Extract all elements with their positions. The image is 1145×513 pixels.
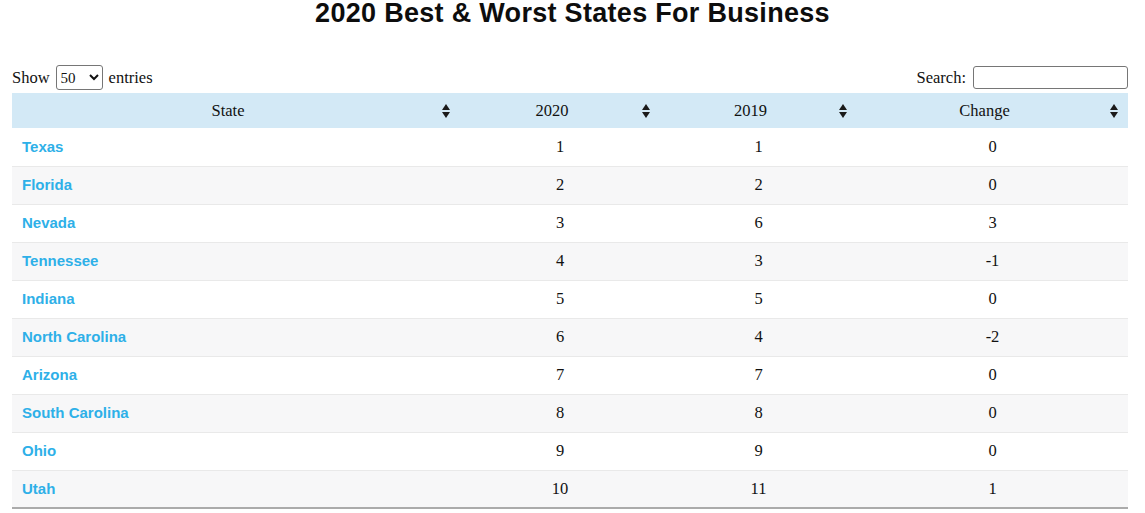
cell-state: Arizona: [12, 356, 460, 394]
cell-2019: 3: [660, 242, 857, 280]
table-row: Ohio 9 9 0: [12, 432, 1128, 470]
cell-state: Nevada: [12, 204, 460, 242]
state-link[interactable]: Texas: [22, 138, 63, 155]
cell-state: North Carolina: [12, 318, 460, 356]
page: 2020 Best & Worst States For Business Sh…: [0, 0, 1145, 509]
cell-state: Ohio: [12, 432, 460, 470]
state-link[interactable]: Florida: [22, 176, 72, 193]
cell-2020: 5: [460, 280, 660, 318]
show-label: Show: [12, 68, 50, 88]
page-title: 2020 Best & Worst States For Business: [0, 0, 1145, 29]
table-row: Utah 10 11 1: [12, 470, 1128, 508]
cell-2020: 2: [460, 166, 660, 204]
state-link[interactable]: Utah: [22, 480, 55, 497]
cell-2019: 4: [660, 318, 857, 356]
table-controls: Show 50 entries Search:: [12, 65, 1128, 90]
cell-2020: 6: [460, 318, 660, 356]
search-label: Search:: [917, 68, 966, 88]
table-row: North Carolina 6 4 -2: [12, 318, 1128, 356]
state-link[interactable]: Tennessee: [22, 252, 98, 269]
states-table: State 2020 2019 Change Texas: [12, 93, 1128, 509]
cell-2019: 1: [660, 128, 857, 166]
page-length-control: Show 50 entries: [12, 65, 153, 90]
cell-2019: 8: [660, 394, 857, 432]
sort-icon: [442, 104, 450, 118]
cell-2020: 9: [460, 432, 660, 470]
state-link[interactable]: North Carolina: [22, 328, 126, 345]
cell-state: Tennessee: [12, 242, 460, 280]
cell-change: 0: [857, 356, 1128, 394]
cell-2019: 11: [660, 470, 857, 508]
cell-change: 0: [857, 128, 1128, 166]
cell-2019: 7: [660, 356, 857, 394]
search-control: Search:: [917, 66, 1128, 89]
table-row: South Carolina 8 8 0: [12, 394, 1128, 432]
column-header-change[interactable]: Change: [857, 93, 1128, 128]
cell-change: -2: [857, 318, 1128, 356]
table-row: Texas 1 1 0: [12, 128, 1128, 166]
table-row: Nevada 3 6 3: [12, 204, 1128, 242]
column-header-label: State: [212, 101, 245, 120]
cell-2020: 3: [460, 204, 660, 242]
state-link[interactable]: Arizona: [22, 366, 77, 383]
table-row: Tennessee 4 3 -1: [12, 242, 1128, 280]
table-row: Arizona 7 7 0: [12, 356, 1128, 394]
cell-2020: 7: [460, 356, 660, 394]
cell-2019: 5: [660, 280, 857, 318]
cell-2019: 2: [660, 166, 857, 204]
sort-icon: [839, 104, 847, 118]
cell-change: 0: [857, 394, 1128, 432]
cell-2020: 1: [460, 128, 660, 166]
column-header-state[interactable]: State: [12, 93, 460, 128]
state-link[interactable]: South Carolina: [22, 404, 129, 421]
state-link[interactable]: Indiana: [22, 290, 75, 307]
cell-2020: 10: [460, 470, 660, 508]
column-header-label: 2020: [536, 101, 569, 120]
column-header-label: Change: [959, 101, 1009, 120]
cell-2019: 6: [660, 204, 857, 242]
cell-change: 0: [857, 280, 1128, 318]
cell-2020: 8: [460, 394, 660, 432]
sort-icon: [1110, 104, 1118, 118]
cell-change: -1: [857, 242, 1128, 280]
state-link[interactable]: Nevada: [22, 214, 75, 231]
cell-state: Indiana: [12, 280, 460, 318]
cell-state: Utah: [12, 470, 460, 508]
header-row: State 2020 2019 Change: [12, 93, 1128, 128]
cell-state: Florida: [12, 166, 460, 204]
column-header-2019[interactable]: 2019: [660, 93, 857, 128]
table-row: Indiana 5 5 0: [12, 280, 1128, 318]
cell-state: Texas: [12, 128, 460, 166]
entries-label: entries: [109, 68, 153, 88]
cell-change: 3: [857, 204, 1128, 242]
cell-change: 0: [857, 166, 1128, 204]
column-header-label: 2019: [734, 101, 767, 120]
cell-change: 0: [857, 432, 1128, 470]
cell-2019: 9: [660, 432, 857, 470]
page-length-select[interactable]: 50: [56, 65, 103, 90]
cell-change: 1: [857, 470, 1128, 508]
search-input[interactable]: [973, 66, 1128, 89]
column-header-2020[interactable]: 2020: [460, 93, 660, 128]
state-link[interactable]: Ohio: [22, 442, 56, 459]
table-row: Florida 2 2 0: [12, 166, 1128, 204]
cell-state: South Carolina: [12, 394, 460, 432]
sort-icon: [642, 104, 650, 118]
cell-2020: 4: [460, 242, 660, 280]
